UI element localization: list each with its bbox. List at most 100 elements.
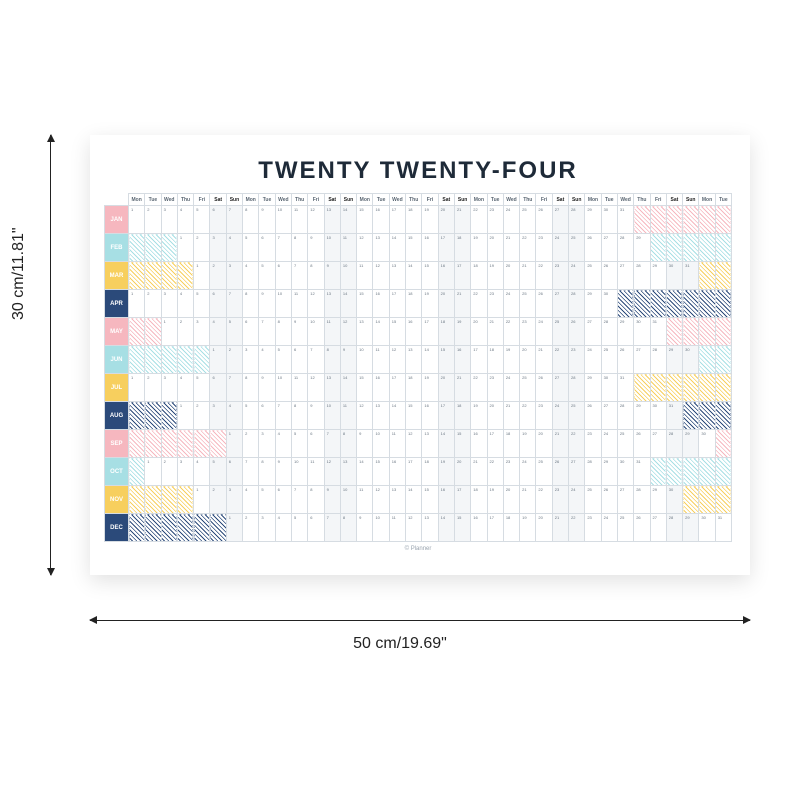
day-number: 24 <box>522 459 526 464</box>
day-cell: 18 <box>471 262 487 290</box>
day-number: 31 <box>685 263 689 268</box>
day-number: 11 <box>310 459 314 464</box>
day-cell: 26 <box>585 402 601 430</box>
day-cell: 8 <box>340 514 356 542</box>
day-cell: 30 <box>666 486 682 514</box>
day-number: 14 <box>343 291 347 296</box>
day-number: 29 <box>653 487 657 492</box>
day-number: 10 <box>294 459 298 464</box>
month-label: SEP <box>105 430 129 458</box>
day-number: 8 <box>310 487 312 492</box>
day-number: 7 <box>229 291 231 296</box>
day-number: 17 <box>457 487 461 492</box>
day-cell: 10 <box>308 318 324 346</box>
day-number: 7 <box>245 459 247 464</box>
day-cell: 19 <box>422 206 438 234</box>
day-cell: 5 <box>194 374 210 402</box>
day-cell: 20 <box>503 262 519 290</box>
day-number: 30 <box>669 487 673 492</box>
day-cell: 7 <box>259 318 275 346</box>
day-cell: 25 <box>569 234 585 262</box>
day-cell: 20 <box>487 234 503 262</box>
day-cell: 17 <box>389 374 405 402</box>
day-cell: 23 <box>503 458 519 486</box>
pad-cell <box>683 234 699 262</box>
day-number: 17 <box>408 459 412 464</box>
day-cell: 3 <box>210 234 226 262</box>
day-cell: 8 <box>340 430 356 458</box>
day-number: 24 <box>538 319 542 324</box>
day-header: Tue <box>601 194 617 206</box>
day-number: 7 <box>327 431 329 436</box>
day-number: 22 <box>473 375 477 380</box>
day-number: 30 <box>636 319 640 324</box>
day-number: 22 <box>538 487 542 492</box>
day-header: Sat <box>324 194 340 206</box>
day-cell: 10 <box>373 430 389 458</box>
day-cell: 22 <box>536 486 552 514</box>
pad-cell <box>683 374 699 402</box>
day-number: 14 <box>375 319 379 324</box>
month-label: NOV <box>105 486 129 514</box>
day-number: 11 <box>392 515 396 520</box>
day-number: 16 <box>375 207 379 212</box>
day-number: 14 <box>424 347 428 352</box>
day-cell: 29 <box>683 514 699 542</box>
day-cell: 23 <box>552 486 568 514</box>
day-cell: 1 <box>177 402 193 430</box>
day-number: 3 <box>229 487 231 492</box>
day-number: 26 <box>604 487 608 492</box>
day-number: 1 <box>131 375 133 380</box>
day-cell: 21 <box>552 514 568 542</box>
pad-cell <box>683 486 699 514</box>
day-header: Wed <box>617 194 633 206</box>
day-cell: 20 <box>438 206 454 234</box>
day-cell: 2 <box>226 346 242 374</box>
day-number: 22 <box>555 347 559 352</box>
pad-cell <box>715 374 731 402</box>
day-cell: 1 <box>194 262 210 290</box>
day-header: Mon <box>699 194 715 206</box>
day-cell: 23 <box>520 318 536 346</box>
day-cell: 4 <box>177 290 193 318</box>
month-row: NOV1234567891011121314151617181920212223… <box>105 486 732 514</box>
day-number: 13 <box>375 403 379 408</box>
day-number: 22 <box>522 403 526 408</box>
day-number: 12 <box>310 207 314 212</box>
pad-cell <box>177 262 193 290</box>
day-cell: 8 <box>308 486 324 514</box>
pad-cell <box>715 262 731 290</box>
day-number: 6 <box>310 431 312 436</box>
day-cell: 12 <box>308 206 324 234</box>
day-cell: 5 <box>226 318 242 346</box>
day-cell: 25 <box>617 514 633 542</box>
day-cell: 9 <box>340 346 356 374</box>
day-number: 28 <box>669 431 673 436</box>
day-number: 17 <box>473 347 477 352</box>
day-number: 4 <box>180 375 182 380</box>
day-cell: 8 <box>291 402 307 430</box>
day-cell: 6 <box>243 318 259 346</box>
day-number: 13 <box>359 319 363 324</box>
day-number: 22 <box>538 263 542 268</box>
day-number: 30 <box>685 347 689 352</box>
day-header: Thu <box>291 194 307 206</box>
day-cell: 10 <box>275 290 291 318</box>
day-cell: 18 <box>454 402 470 430</box>
day-number: 12 <box>343 319 347 324</box>
day-cell: 5 <box>194 206 210 234</box>
day-cell: 28 <box>569 374 585 402</box>
pad-cell <box>145 486 161 514</box>
day-number: 29 <box>653 263 657 268</box>
day-cell: 7 <box>243 458 259 486</box>
day-header: Fri <box>422 194 438 206</box>
day-number: 25 <box>555 319 559 324</box>
day-number: 10 <box>278 375 282 380</box>
day-header: Sun <box>226 194 242 206</box>
day-cell: 16 <box>422 402 438 430</box>
day-number: 22 <box>473 207 477 212</box>
month-row: MAR1234567891011121314151617181920212223… <box>105 262 732 290</box>
day-number: 3 <box>212 235 214 240</box>
day-cell: 27 <box>601 402 617 430</box>
month-row: JUN1234567891011121314151617181920212223… <box>105 346 732 374</box>
